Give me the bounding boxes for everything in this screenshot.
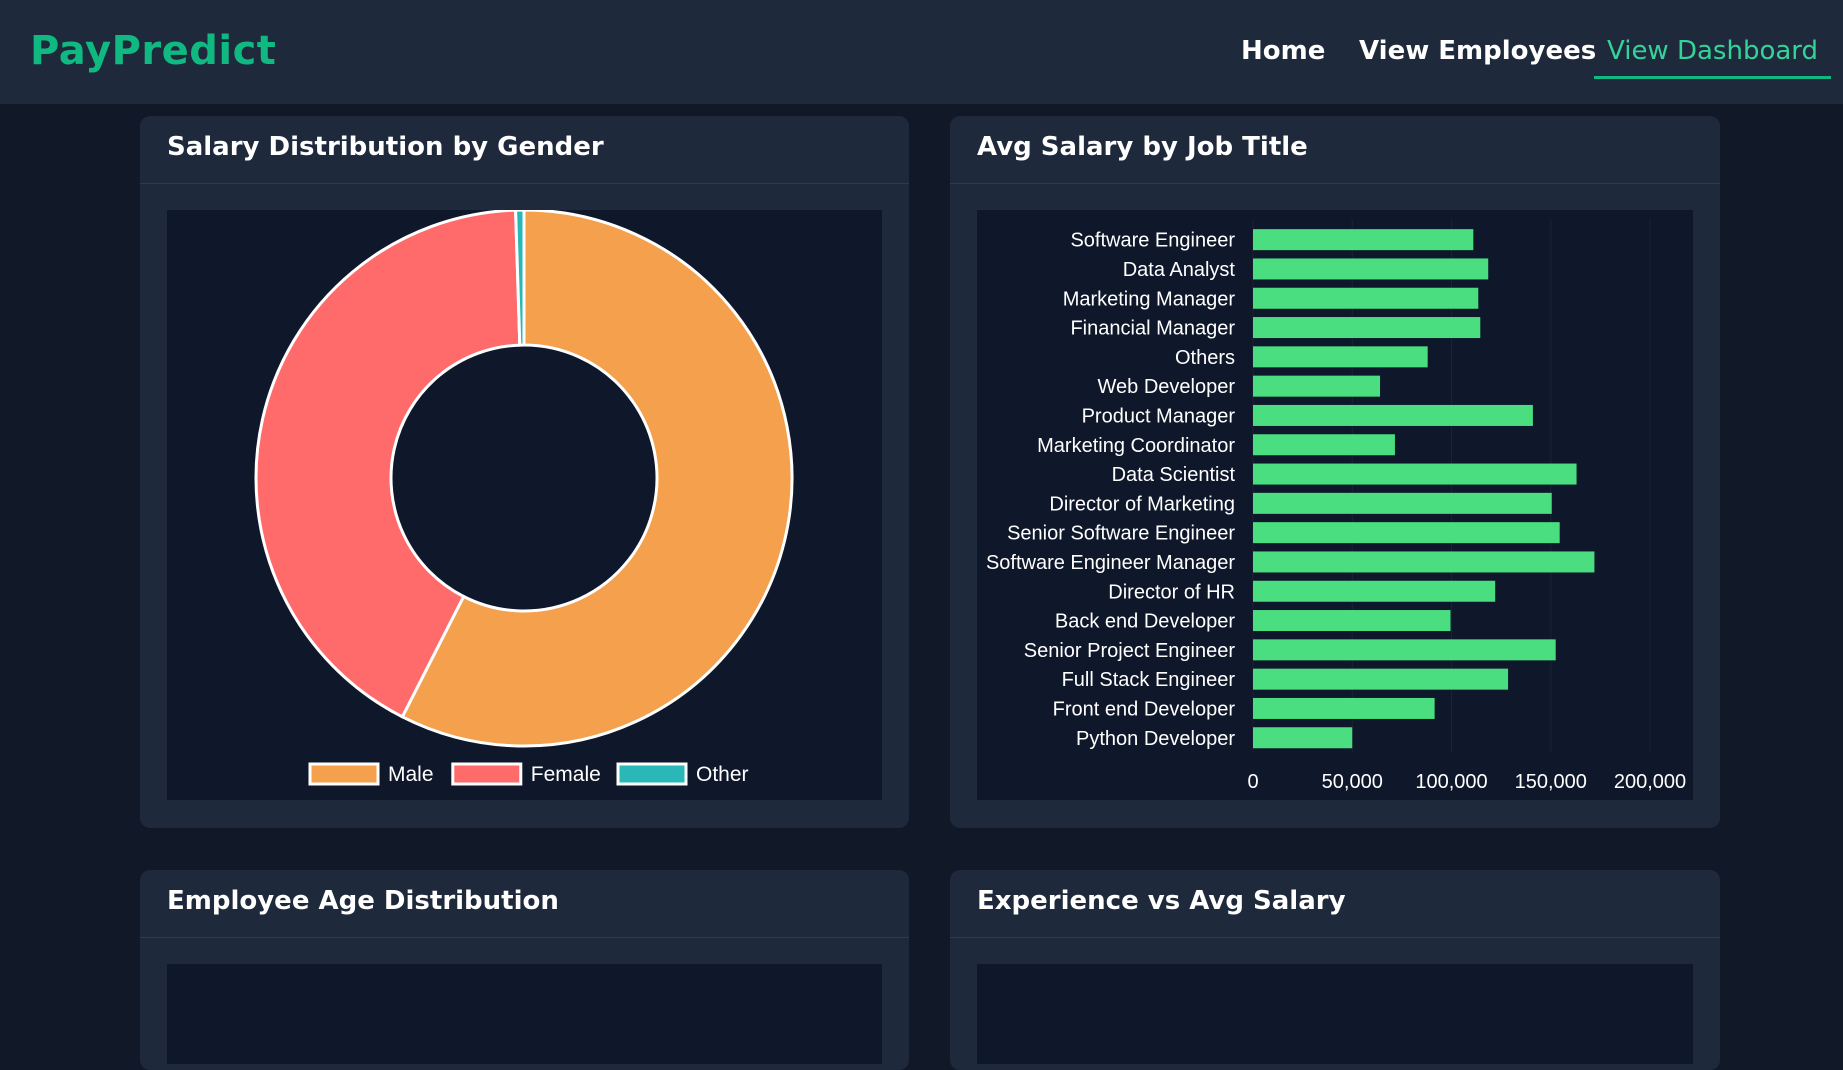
bar-software-engineer[interactable] [1253, 229, 1474, 251]
bar-chart[interactable]: Software Engineer Data Analyst Marketing M… [977, 210, 1693, 800]
bar-full-stack-engineer[interactable] [1253, 668, 1509, 690]
x-tick-label: 200,000 [1614, 771, 1686, 793]
bar-label-financial-manager: Financial Manager [1070, 318, 1235, 340]
donut-slice-male[interactable] [400, 208, 794, 748]
bar-director-of-marketing[interactable] [1253, 492, 1552, 514]
bar-label-marketing-coordinator: Marketing Coordinator [1037, 435, 1235, 457]
bar-product-manager[interactable] [1253, 404, 1533, 426]
card-header: Avg Salary by Job Title [950, 116, 1720, 184]
bar-label-senior-software-engineer: Senior Software Engineer [1007, 523, 1235, 545]
legend-label: Female [531, 763, 601, 786]
bar-back-end-developer[interactable] [1253, 610, 1451, 632]
bar-label-python-developer: Python Developer [1076, 728, 1235, 750]
bar-senior-software-engineer[interactable] [1253, 522, 1560, 544]
bar-others[interactable] [1253, 346, 1428, 368]
card-title: Avg Salary by Job Title [977, 132, 1308, 162]
bar-label-back-end-developer: Back end Developer [1055, 611, 1235, 633]
bar-label-marketing-manager: Marketing Manager [1063, 288, 1236, 310]
bar-label-senior-project-engineer: Senior Project Engineer [1024, 640, 1236, 662]
nav-view-dashboard[interactable]: View Dashboard [1607, 36, 1819, 66]
bar-web-developer[interactable] [1253, 375, 1381, 397]
bar-chart-area: Software Engineer Data Analyst Marketing M… [977, 210, 1693, 800]
bar-financial-manager[interactable] [1253, 317, 1481, 339]
legend-item-female[interactable]: Female [451, 762, 601, 786]
bar-python-developer[interactable] [1253, 727, 1353, 749]
age-distribution-card: Employee Age Distribution [140, 870, 909, 1070]
legend-swatch [451, 762, 523, 786]
bar-label-web-developer: Web Developer [1098, 376, 1236, 398]
x-tick-label: 50,000 [1322, 771, 1383, 793]
gender-salary-card: Salary Distribution by Gender Male Female… [140, 116, 909, 828]
experience-salary-card: Experience vs Avg Salary [950, 870, 1720, 1070]
bar-senior-project-engineer[interactable] [1253, 639, 1556, 661]
bar-director-of-hr[interactable] [1253, 580, 1496, 602]
bar-label-full-stack-engineer: Full Stack Engineer [1062, 669, 1236, 691]
donut-slice-female[interactable] [254, 208, 522, 719]
bar-label-product-manager: Product Manager [1082, 405, 1236, 427]
bar-label-software-engineer: Software Engineer [1070, 230, 1235, 252]
nav-home[interactable]: Home [1241, 36, 1326, 66]
donut-chart[interactable]: Male Female Other [167, 208, 882, 800]
bar-marketing-manager[interactable] [1253, 287, 1479, 309]
card-header: Employee Age Distribution [140, 870, 909, 938]
brand-logo[interactable]: PayPredict [30, 28, 277, 74]
donut-chart-area: Male Female Other [167, 208, 882, 800]
age-chart-area [167, 964, 882, 1064]
bar-label-others: Others [1175, 347, 1235, 369]
legend-label: Other [696, 763, 749, 786]
nav-view-employees[interactable]: View Employees [1359, 36, 1597, 66]
bar-marketing-coordinator[interactable] [1253, 434, 1395, 456]
nav-active-indicator [1594, 76, 1831, 79]
bar-software-engineer-manager[interactable] [1253, 551, 1595, 573]
bar-label-data-scientist: Data Scientist [1112, 464, 1236, 486]
bar-label-director-of-hr: Director of HR [1108, 581, 1235, 603]
bar-label-front-end-developer: Front end Developer [1053, 698, 1236, 720]
navbar: PayPredict Home View Employees View Dash… [0, 0, 1843, 104]
legend-swatch [308, 762, 380, 786]
card-title: Employee Age Distribution [167, 886, 559, 916]
legend-item-male[interactable]: Male [308, 762, 434, 786]
card-title: Salary Distribution by Gender [167, 132, 604, 162]
bar-front-end-developer[interactable] [1253, 697, 1435, 719]
card-header: Experience vs Avg Salary [950, 870, 1720, 938]
legend-item-other[interactable]: Other [616, 762, 749, 786]
bar-data-scientist[interactable] [1253, 463, 1577, 485]
card-header: Salary Distribution by Gender [140, 116, 909, 184]
experience-chart-area [977, 964, 1693, 1064]
bar-data-analyst[interactable] [1253, 258, 1489, 280]
x-tick-label: 150,000 [1515, 771, 1587, 793]
legend-label: Male [388, 763, 434, 786]
job-salary-card: Avg Salary by Job Title Software Enginee… [950, 116, 1720, 828]
donut-slice-other[interactable] [514, 208, 526, 347]
x-tick-label: 100,000 [1415, 771, 1487, 793]
legend-swatch [616, 762, 688, 786]
bar-label-data-analyst: Data Analyst [1123, 259, 1236, 281]
bar-label-director-of-marketing: Director of Marketing [1049, 493, 1235, 515]
x-tick-label: 0 [1247, 771, 1258, 793]
card-title: Experience vs Avg Salary [977, 886, 1346, 916]
bar-label-software-engineer-manager: Software Engineer Manager [986, 552, 1235, 574]
